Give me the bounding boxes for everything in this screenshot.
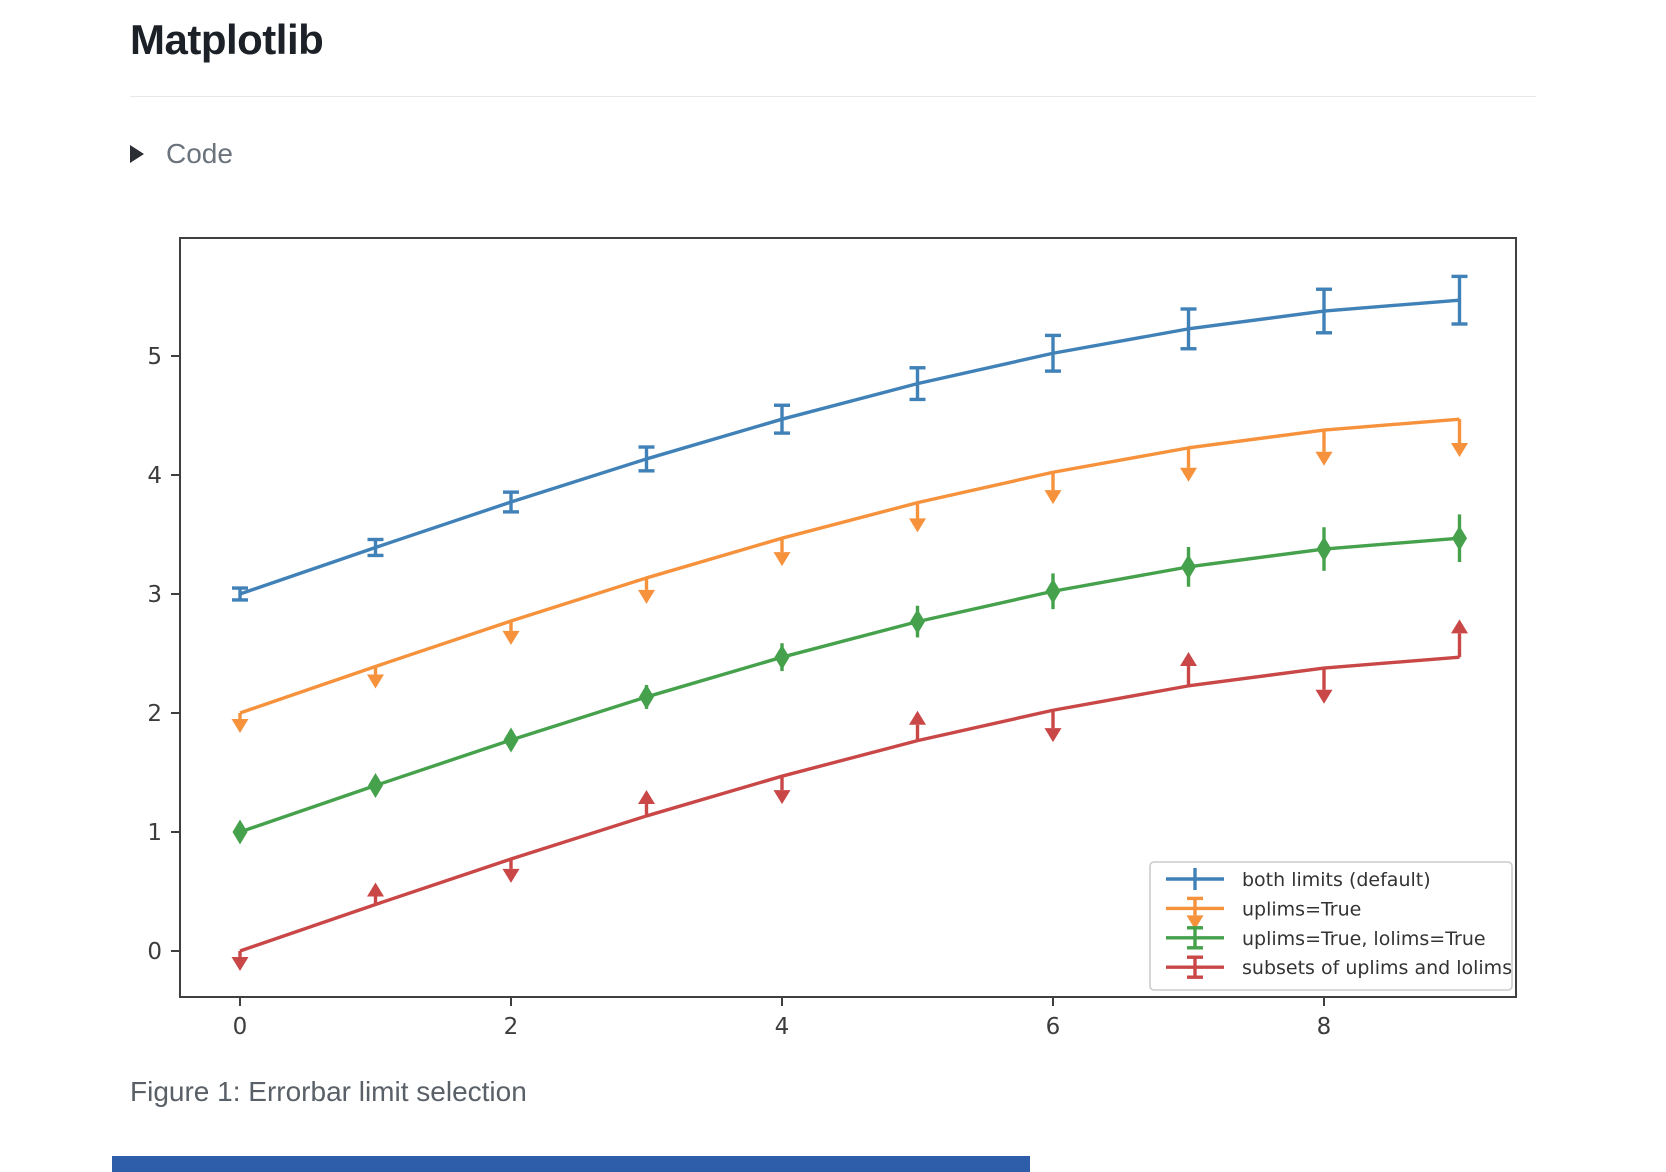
series-both — [238, 276, 1462, 600]
svg-text:4: 4 — [147, 463, 162, 489]
legend-entry: both limits (default) — [1166, 868, 1431, 891]
svg-text:6: 6 — [1046, 1014, 1061, 1040]
svg-text:3: 3 — [147, 582, 162, 608]
svg-text:2: 2 — [504, 1014, 519, 1040]
legend-entry: subsets of uplims and lolims — [1166, 957, 1512, 979]
svg-text:1: 1 — [147, 820, 162, 846]
triangle-right-icon — [130, 145, 144, 163]
svg-text:2: 2 — [147, 701, 162, 727]
svg-text:0: 0 — [147, 939, 162, 965]
code-toggle-label: Code — [166, 138, 233, 169]
series-uplims — [238, 417, 1462, 719]
selection-highlight-bar — [112, 1156, 1030, 1172]
svg-text:subsets of uplims and lolims: subsets of uplims and lolims — [1242, 957, 1512, 979]
page-title: Matplotlib — [130, 16, 324, 63]
legend-entry: uplims=True, lolims=True — [1166, 927, 1486, 950]
code-toggle[interactable]: Code — [130, 138, 233, 170]
svg-text:0: 0 — [233, 1014, 248, 1040]
svg-text:uplims=True: uplims=True — [1242, 898, 1361, 920]
title-divider — [130, 96, 1536, 97]
series-uplims+lolims — [238, 514, 1462, 838]
series-alternating — [238, 633, 1462, 957]
figure-caption: Figure 1: Errorbar limit selection — [130, 1076, 527, 1107]
legend-entry: uplims=True — [1166, 898, 1361, 920]
svg-text:uplims=True, lolims=True: uplims=True, lolims=True — [1242, 928, 1486, 950]
svg-text:4: 4 — [775, 1014, 790, 1040]
svg-text:8: 8 — [1317, 1014, 1332, 1040]
svg-text:5: 5 — [147, 344, 162, 370]
svg-text:both limits (default): both limits (default) — [1242, 869, 1431, 891]
